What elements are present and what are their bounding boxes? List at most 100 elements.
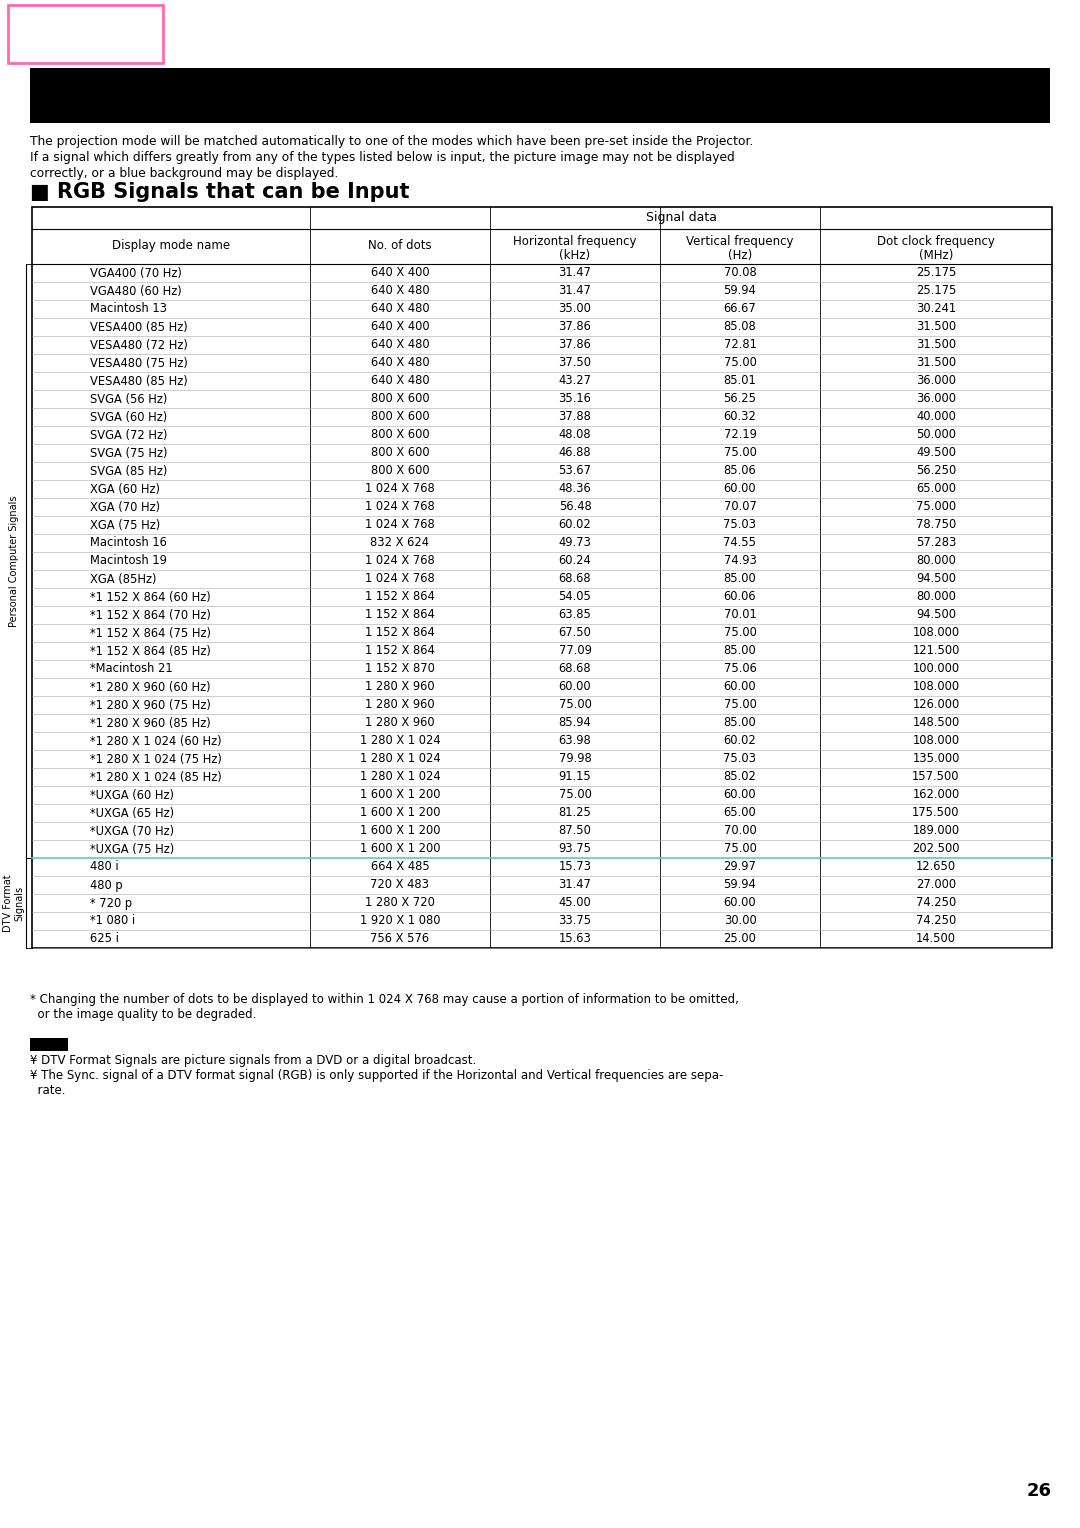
Text: *UXGA (75 Hz): *UXGA (75 Hz) xyxy=(90,842,174,856)
Text: *1 280 X 960 (75 Hz): *1 280 X 960 (75 Hz) xyxy=(90,698,211,712)
Text: 74.250: 74.250 xyxy=(916,914,956,927)
Text: 1 280 X 720: 1 280 X 720 xyxy=(365,897,435,909)
Text: 60.02: 60.02 xyxy=(558,518,592,532)
Text: The projection mode will be matched automatically to one of the modes which have: The projection mode will be matched auto… xyxy=(30,134,754,148)
Text: * 720 p: * 720 p xyxy=(90,897,132,909)
Text: 49.500: 49.500 xyxy=(916,446,956,460)
Text: (kHz): (kHz) xyxy=(559,249,591,261)
Text: 1 920 X 1 080: 1 920 X 1 080 xyxy=(360,914,441,927)
Text: 1 280 X 1 024: 1 280 X 1 024 xyxy=(360,735,441,747)
Text: 85.94: 85.94 xyxy=(558,717,592,729)
Text: 640 X 480: 640 X 480 xyxy=(370,374,430,388)
Text: 1 152 X 870: 1 152 X 870 xyxy=(365,663,435,675)
Text: 625 i: 625 i xyxy=(90,932,119,946)
Text: 70.01: 70.01 xyxy=(724,608,756,622)
Text: 70.07: 70.07 xyxy=(724,501,756,513)
Text: 14.500: 14.500 xyxy=(916,932,956,946)
Text: 15.73: 15.73 xyxy=(558,860,592,874)
Text: 800 X 600: 800 X 600 xyxy=(370,393,430,405)
Text: 77.09: 77.09 xyxy=(558,645,592,657)
Text: * Changing the number of dots to be displayed to within 1 024 X 768 may cause a : * Changing the number of dots to be disp… xyxy=(30,993,739,1005)
Text: 480 i: 480 i xyxy=(90,860,119,874)
Bar xyxy=(30,69,1050,122)
Text: 162.000: 162.000 xyxy=(913,788,960,802)
Text: 108.000: 108.000 xyxy=(913,626,959,640)
Text: 60.00: 60.00 xyxy=(724,483,756,495)
Text: *1 280 X 960 (85 Hz): *1 280 X 960 (85 Hz) xyxy=(90,717,211,729)
Text: 60.24: 60.24 xyxy=(558,555,592,567)
Text: 70.08: 70.08 xyxy=(724,266,756,280)
Text: 800 X 600: 800 X 600 xyxy=(370,465,430,477)
Text: 91.15: 91.15 xyxy=(558,770,592,784)
Text: 31.500: 31.500 xyxy=(916,321,956,333)
Text: correctly, or a blue background may be displayed.: correctly, or a blue background may be d… xyxy=(30,167,338,180)
Text: *UXGA (70 Hz): *UXGA (70 Hz) xyxy=(90,825,174,837)
Text: VESA480 (75 Hz): VESA480 (75 Hz) xyxy=(90,356,188,370)
Text: *1 152 X 864 (85 Hz): *1 152 X 864 (85 Hz) xyxy=(90,645,211,657)
Text: 800 X 600: 800 X 600 xyxy=(370,411,430,423)
Text: SVGA (60 Hz): SVGA (60 Hz) xyxy=(90,411,167,423)
Text: 1 280 X 960: 1 280 X 960 xyxy=(365,680,435,694)
Text: 56.250: 56.250 xyxy=(916,465,956,477)
Text: 189.000: 189.000 xyxy=(913,825,959,837)
Text: 480 p: 480 p xyxy=(90,879,123,891)
Text: 75.00: 75.00 xyxy=(724,626,756,640)
Text: 85.08: 85.08 xyxy=(724,321,756,333)
Text: Horizontal frequency: Horizontal frequency xyxy=(513,235,637,248)
Text: 29.97: 29.97 xyxy=(724,860,756,874)
Text: 81.25: 81.25 xyxy=(558,807,592,819)
Text: 35.00: 35.00 xyxy=(558,303,592,315)
Text: *1 152 X 864 (70 Hz): *1 152 X 864 (70 Hz) xyxy=(90,608,211,622)
Text: DTV Format
Signals: DTV Format Signals xyxy=(3,874,25,932)
Text: 31.500: 31.500 xyxy=(916,356,956,370)
Text: XGA (70 Hz): XGA (70 Hz) xyxy=(90,501,160,513)
Text: 57.283: 57.283 xyxy=(916,536,956,550)
Text: 75.00: 75.00 xyxy=(724,356,756,370)
Text: 72.81: 72.81 xyxy=(724,339,756,351)
Text: 60.00: 60.00 xyxy=(724,680,756,694)
Text: 63.98: 63.98 xyxy=(558,735,592,747)
Text: 27.000: 27.000 xyxy=(916,879,956,891)
Text: 63.85: 63.85 xyxy=(558,608,592,622)
Text: 720 X 483: 720 X 483 xyxy=(370,879,430,891)
Text: 72.19: 72.19 xyxy=(724,428,756,442)
Text: 126.000: 126.000 xyxy=(913,698,960,712)
Text: 12.650: 12.650 xyxy=(916,860,956,874)
Text: 94.500: 94.500 xyxy=(916,608,956,622)
Text: VESA400 (85 Hz): VESA400 (85 Hz) xyxy=(90,321,188,333)
Text: No. of dots: No. of dots xyxy=(368,238,432,252)
Text: 1 152 X 864: 1 152 X 864 xyxy=(365,626,435,640)
Text: SVGA (75 Hz): SVGA (75 Hz) xyxy=(90,446,167,460)
Text: 74.55: 74.55 xyxy=(724,536,756,550)
Text: 135.000: 135.000 xyxy=(913,752,960,766)
Text: 66.67: 66.67 xyxy=(724,303,756,315)
Text: VGA400 (70 Hz): VGA400 (70 Hz) xyxy=(90,266,181,280)
Text: 640 X 480: 640 X 480 xyxy=(370,339,430,351)
Text: 640 X 400: 640 X 400 xyxy=(370,266,430,280)
Text: 75.00: 75.00 xyxy=(724,446,756,460)
Text: rate.: rate. xyxy=(30,1083,66,1097)
Text: 56.25: 56.25 xyxy=(724,393,756,405)
Text: *1 280 X 960 (60 Hz): *1 280 X 960 (60 Hz) xyxy=(90,680,211,694)
Text: 68.68: 68.68 xyxy=(558,573,592,585)
Text: 1 600 X 1 200: 1 600 X 1 200 xyxy=(360,807,441,819)
Text: 50.000: 50.000 xyxy=(916,428,956,442)
Text: 15.63: 15.63 xyxy=(558,932,592,946)
Text: SVGA (72 Hz): SVGA (72 Hz) xyxy=(90,428,167,442)
Text: XGA (85Hz): XGA (85Hz) xyxy=(90,573,157,585)
Text: 30.241: 30.241 xyxy=(916,303,956,315)
Text: 56.48: 56.48 xyxy=(558,501,592,513)
Text: 640 X 480: 640 X 480 xyxy=(370,284,430,298)
Text: ¥ DTV Format Signals are picture signals from a DVD or a digital broadcast.: ¥ DTV Format Signals are picture signals… xyxy=(30,1054,476,1067)
Text: 1 152 X 864: 1 152 X 864 xyxy=(365,645,435,657)
Text: 1 600 X 1 200: 1 600 X 1 200 xyxy=(360,842,441,856)
Text: 1 024 X 768: 1 024 X 768 xyxy=(365,483,435,495)
Text: or the image quality to be degraded.: or the image quality to be degraded. xyxy=(30,1008,256,1021)
Text: 85.01: 85.01 xyxy=(724,374,756,388)
Text: 1 024 X 768: 1 024 X 768 xyxy=(365,518,435,532)
Text: 25.175: 25.175 xyxy=(916,284,956,298)
Text: 31.47: 31.47 xyxy=(558,879,592,891)
Text: 46.88: 46.88 xyxy=(558,446,592,460)
Text: 74.250: 74.250 xyxy=(916,897,956,909)
Text: 25.00: 25.00 xyxy=(724,932,756,946)
